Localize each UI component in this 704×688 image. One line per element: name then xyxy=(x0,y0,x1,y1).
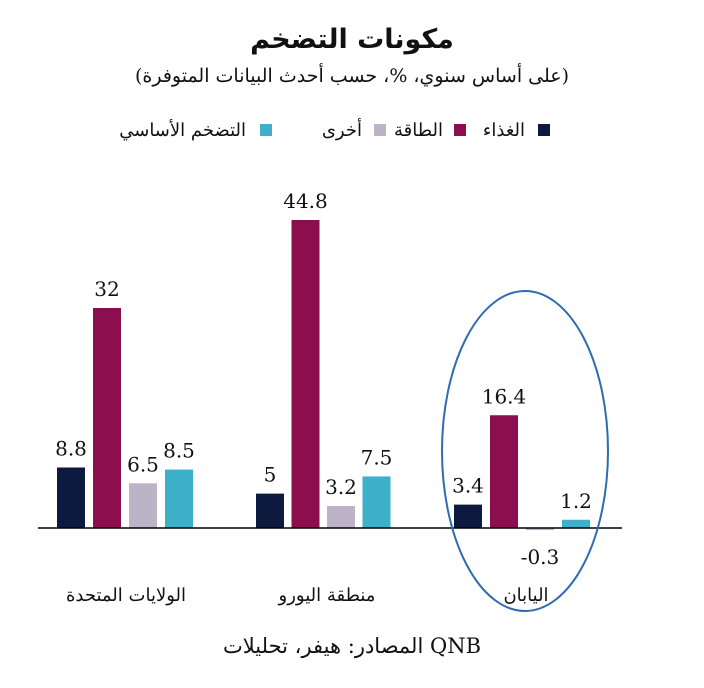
legend-swatch-energy xyxy=(454,124,466,136)
legend-label-food: الغذاء xyxy=(483,120,525,141)
value-label-energy-0: 32 xyxy=(94,277,119,301)
bar-core-0 xyxy=(165,469,193,528)
bar-core-1 xyxy=(362,476,391,528)
value-label-food-2: 3.4 xyxy=(452,474,484,498)
category-labels: الولايات المتحدة منطقة اليورو اليابان xyxy=(66,585,549,606)
chart-title: مكونات التضخم xyxy=(250,24,454,55)
bar-food-1 xyxy=(256,493,284,528)
japan-highlight-ellipse xyxy=(441,290,609,612)
legend-swatch-core xyxy=(260,124,272,136)
value-label-food-0: 8.8 xyxy=(55,437,87,461)
chart-subtitle: (على أساس سنوي، %، حسب أحدث البيانات الم… xyxy=(135,62,569,87)
bar-other-1 xyxy=(327,506,355,528)
category-label-0: الولايات المتحدة xyxy=(66,585,186,606)
legend-label-core: التضخم الأساسي xyxy=(119,118,246,141)
bar-core-2 xyxy=(562,519,590,528)
value-label-core-0: 8.5 xyxy=(163,439,195,463)
value-label-other-0: 6.5 xyxy=(127,452,159,476)
legend-swatch-other xyxy=(374,124,386,136)
legend-label-energy: الطاقة xyxy=(394,120,443,141)
value-label-core-1: 7.5 xyxy=(361,445,393,469)
bar-energy-0 xyxy=(93,308,121,528)
source-note: المصادر: هيفر، تحليلات QNB xyxy=(223,634,481,659)
bar-food-0 xyxy=(57,467,85,528)
value-label-energy-2: 16.4 xyxy=(482,384,527,408)
category-label-2: اليابان xyxy=(503,585,548,606)
value-label-other-1: 3.2 xyxy=(325,475,357,499)
legend: الغذاء الطاقة أخرى التضخم الأساسي xyxy=(119,118,550,141)
bar-other-0 xyxy=(129,483,157,528)
legend-label-other: أخرى xyxy=(322,118,362,141)
value-labels: 8.8 5 3.4 32 44.8 16.4 6.5 3.2 -0.3 8.5 7.5 1.2 xyxy=(55,189,592,569)
bar-other-2 xyxy=(526,528,554,531)
value-label-food-1: 5 xyxy=(264,463,277,487)
value-label-energy-1: 44.8 xyxy=(283,189,328,213)
bar-food-2 xyxy=(454,504,482,528)
bar-energy-1 xyxy=(291,220,320,528)
category-label-1: منطقة اليورو xyxy=(278,585,376,606)
value-label-other-2: -0.3 xyxy=(521,545,560,569)
bar-energy-2 xyxy=(490,415,518,528)
legend-swatch-food xyxy=(538,124,550,136)
value-label-core-2: 1.2 xyxy=(560,489,592,513)
bars xyxy=(57,220,590,531)
